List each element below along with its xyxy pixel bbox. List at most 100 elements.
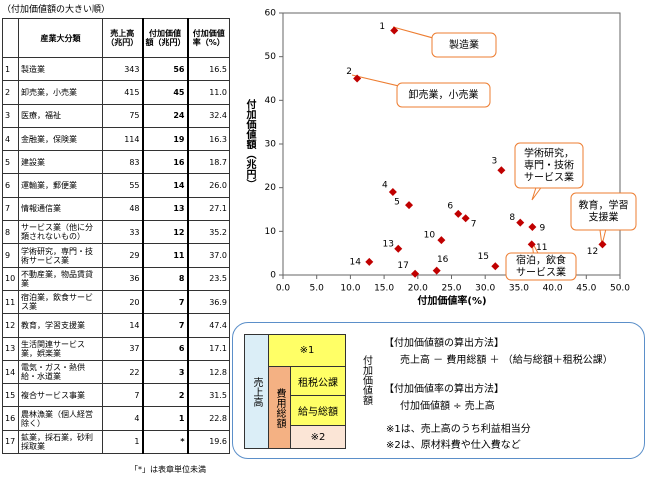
data-point [437,236,446,245]
table-cell: 22.8 [187,406,230,431]
table-cell: 鉱業，採石業，砂利採取業 [18,429,103,455]
callout-text: 宿泊，飲食 [516,254,566,267]
point-label: 9 [540,223,546,233]
table-row: 1 製造業 343 56 16.5 [2,56,230,82]
x-tick-label: 20.0 [408,284,428,294]
y-tick-label: 60 [265,9,277,19]
value-added-label: 付加価値額 [360,355,372,405]
y-axis-title: 付加価値額（兆円） [244,98,257,189]
method-title: 【付加価値額の算出方法】 [384,338,504,349]
callout-box [431,32,497,58]
table-cell: 45 [141,80,189,105]
table-caption: （付加価値額の大きい順） [2,5,111,15]
table-cell: 8 [141,266,189,291]
data-point [461,214,470,223]
y-tick-label: 50 [265,52,277,62]
cost-box: 費用総額 [268,366,291,449]
point-label: 4 [382,181,388,191]
table-cell: 19 [141,126,189,152]
table-cell: 複合サービス事業 [18,383,103,408]
table-row: 2 卸売業，小売業 415 45 11.0 [2,80,230,105]
point-label: 1 [379,22,385,32]
table-row: 7 情報通信業 48 13 27.1 [2,196,230,222]
table-cell: 17 [2,429,19,455]
callout-text: 学術研究， [524,147,574,160]
wages-box: 給与総額 [290,395,346,426]
table-cell: 金融業，保険業 [18,126,103,152]
y-tick-label: 30 [265,140,277,150]
sales-box: 売上高 [244,334,269,449]
table-cell: 343 [102,56,143,82]
data-point [528,222,537,231]
table-cell: 教育，学習支援業 [18,313,103,338]
data-point [388,188,397,197]
table-cell: 14 [102,313,143,338]
table-cell: 19.6 [187,429,230,455]
method-formula: 売上高 － 費用総額 ＋ （給与総額＋租税公課） [400,355,613,366]
table-cell: 7 [141,289,189,315]
table-cell: 13 [2,336,19,361]
data-point [353,74,362,83]
callout-text: 支援業 [589,211,619,224]
point-label: 14 [350,257,362,267]
table-row: 15 複合サービス事業 7 2 31.5 [2,383,230,408]
x-tick-label: 0.0 [276,284,291,294]
point-label: 5 [394,198,400,208]
table-cell: 1 [102,429,143,455]
table-cell: 情報通信業 [18,196,103,222]
diagram-frame [232,322,645,459]
table-cell: 製造業 [18,56,103,82]
x-tick-label: 40.0 [543,284,563,294]
table-cell: 24 [141,103,189,128]
data-point [411,269,420,278]
data-point [454,209,463,218]
x-tick-label: 35.0 [509,284,529,294]
point-label: 17 [397,261,408,271]
callout-text: サービス業 [524,171,574,184]
data-point [405,201,414,210]
table-cell: 36.9 [187,289,230,315]
table-cell: 4 [102,406,143,431]
y-tick-label: 40 [265,96,277,106]
header-cell: 産業大分類 [18,18,103,58]
table-row: 5 建設業 83 16 18.7 [2,150,230,175]
table-cell: サービス業（他に分類されないもの） [18,220,103,245]
point-label: 7 [471,220,477,230]
data-point [527,240,536,249]
note1-box: ※1 [268,334,346,367]
y-tick-label: 20 [265,183,277,193]
point-label: 11 [536,243,547,253]
data-point [432,266,441,275]
table-cell: 14 [141,173,189,198]
chart: 付加価値率(%) 付加価値額（兆円） 0.0 5.0 10.0 15.0 20.0 25.… [244,9,637,307]
y-tick-label: 0 [270,271,276,281]
table-row: 13 生活関連サービス業，娯楽業 37 6 17.1 [2,336,230,361]
callout-text: サービス業 [516,266,566,279]
table-footnote: 「*」は表章単位未満 [130,465,206,474]
callout-box [514,142,584,189]
table-cell: 22 [102,359,143,385]
callout-text: 教育，学習 [579,199,629,212]
table-cell: 3 [141,359,189,385]
table-cell: 32.4 [187,103,230,128]
table-cell: 29 [102,243,143,268]
table-cell: 36 [102,266,143,291]
tax-box: 租税公課 [290,366,346,396]
x-tick-label: 25.0 [441,284,461,294]
callout-box [570,192,637,231]
data-point [598,240,607,249]
callout-text: 卸売業，小売業 [409,88,479,101]
note: ※2は、原材料費や仕入費など [386,440,521,451]
table-row: 6 運輸業，郵便業 55 14 26.0 [2,173,230,198]
point-label: 13 [383,239,394,249]
point-label: 6 [447,201,453,211]
table-cell: 7 [102,383,143,408]
callout-text: 製造業 [449,38,479,51]
x-tick-label: 45.0 [576,284,596,294]
point-label: 16 [437,255,449,265]
table-row: 3 医療，福祉 75 24 32.4 [2,103,230,128]
table-row: 14 電気・ガス・熱供給・水道業 22 3 12.8 [2,359,230,385]
callout-box [505,252,577,281]
point-label: 3 [492,157,498,167]
